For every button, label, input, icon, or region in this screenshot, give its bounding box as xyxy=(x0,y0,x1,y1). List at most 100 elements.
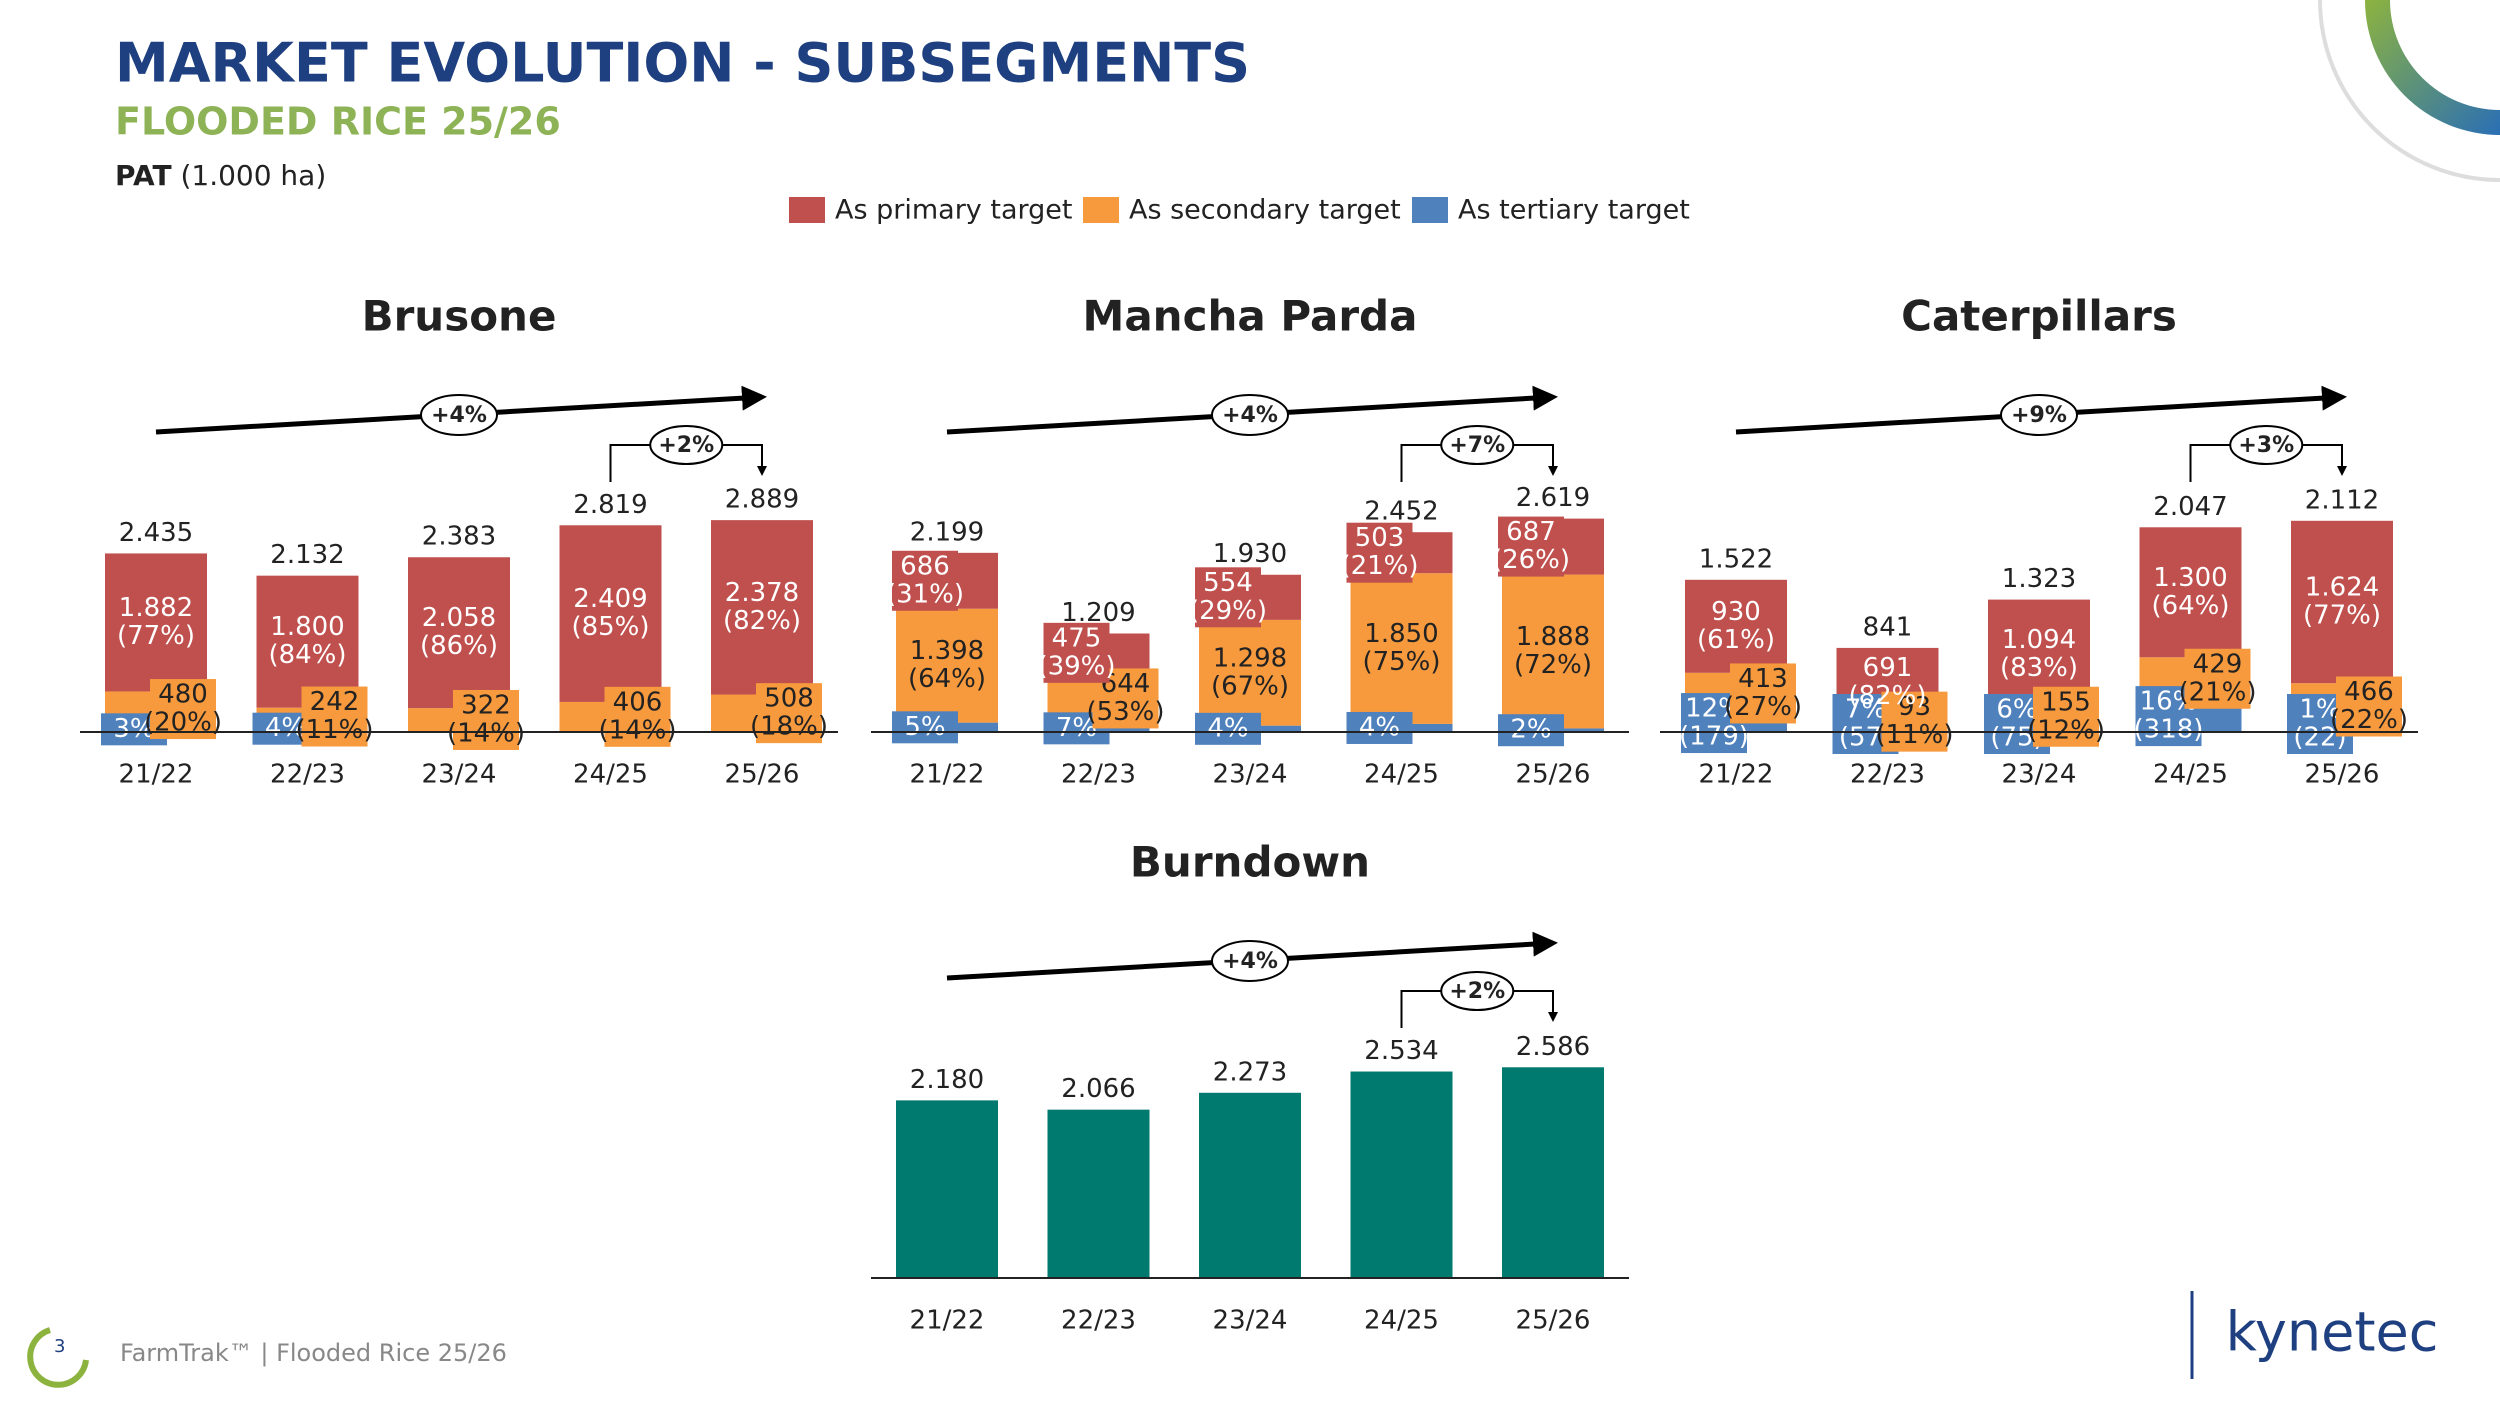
data-label: 2.409 xyxy=(573,584,647,614)
trend-label: +4% xyxy=(431,403,487,428)
data-label: (12%) xyxy=(2027,715,2105,745)
total-label: 2.452 xyxy=(1364,497,1438,527)
label-box xyxy=(1498,516,1564,577)
total-label: 841 xyxy=(1863,612,1913,642)
x-tick-label: 23/24 xyxy=(2002,760,2077,790)
bar-segment xyxy=(1199,619,1301,726)
data-label: 1% xyxy=(2299,695,2340,725)
data-label: (53%) xyxy=(1086,697,1164,727)
data-label: (11%) xyxy=(1875,720,1953,750)
label-box xyxy=(2033,686,2099,747)
bars xyxy=(896,1067,1604,1278)
chart-title: Mancha Parda xyxy=(1083,292,1418,341)
bar-segment xyxy=(559,525,662,702)
bar-segment xyxy=(711,520,813,695)
data-label: (14%) xyxy=(598,715,676,745)
data-label: (82%) xyxy=(1848,681,1926,711)
data-label: 5% xyxy=(904,712,945,742)
data-label: (21%) xyxy=(2178,677,2256,707)
data-label: (67%) xyxy=(1211,671,1289,701)
trend-label: +4% xyxy=(1222,949,1278,974)
data-label: (86%) xyxy=(420,631,498,661)
legend-label: As tertiary target xyxy=(1458,195,1690,226)
data-label: 429 xyxy=(2193,649,2243,679)
data-label: 1.298 xyxy=(1213,643,1287,673)
label-box xyxy=(150,679,216,740)
bar-segment xyxy=(1502,574,1604,729)
data-label: (77%) xyxy=(2303,601,2381,631)
x-tick-label: 21/22 xyxy=(910,1306,985,1336)
label-box xyxy=(1195,567,1261,628)
trend-badge xyxy=(420,394,498,436)
data-label: (318) xyxy=(2134,715,2204,745)
data-label: 691 xyxy=(1863,653,1913,683)
data-label: 4% xyxy=(1207,713,1248,743)
page-number: 3 xyxy=(54,1336,65,1357)
chart-title: Caterpillars xyxy=(1901,292,2177,341)
labels: 5%1.398(64%)686(31%)2.1997%644(53%)475(3… xyxy=(886,483,1592,747)
trend-label: +9% xyxy=(2011,403,2067,428)
data-label: (61%) xyxy=(1697,625,1775,655)
logo: kynetec xyxy=(2226,1301,2439,1364)
subtitle: FLOODED RICE 25/26 xyxy=(115,100,561,144)
bar-segment xyxy=(2291,520,2393,684)
legend: As primary target As secondary target As t… xyxy=(789,195,1690,226)
change-badge xyxy=(1440,425,1515,465)
data-label: 6% xyxy=(1996,695,2037,725)
trend-label: +4% xyxy=(1222,403,1278,428)
legend-swatch xyxy=(1412,197,1448,223)
data-label: 1.300 xyxy=(2153,563,2227,593)
labels: 3%480(20%) 1.882(77%) 2.435 4%242(11%) 1.800… xyxy=(101,485,828,750)
change-label: +7% xyxy=(1449,433,1505,458)
data-label: (64%) xyxy=(908,664,986,694)
data-label: (14%) xyxy=(447,718,525,748)
total-label: 1.930 xyxy=(1213,539,1287,569)
data-label: (29%) xyxy=(1189,596,1267,626)
data-label: 2.378 xyxy=(725,578,799,608)
bar-segment xyxy=(1350,573,1453,724)
footer-text: FarmTrak™ | Flooded Rice 25/26 xyxy=(120,1339,507,1367)
data-label: (26%) xyxy=(1492,545,1570,575)
x-tick-label: 21/22 xyxy=(910,760,985,790)
x-tick-label: 24/25 xyxy=(1364,760,1439,790)
data-label: (39%) xyxy=(1037,651,1115,681)
data-label: (21%) xyxy=(1340,551,1418,581)
data-label: 508 xyxy=(764,684,814,714)
x-tick-label: 22/23 xyxy=(270,760,345,790)
data-label: 1.882 xyxy=(119,593,193,623)
data-label: 7% xyxy=(1056,713,1097,743)
bar-segment xyxy=(1685,579,1787,673)
x-tick-label: 21/22 xyxy=(1699,760,1774,790)
data-label: 930 xyxy=(1711,597,1761,627)
x-tick-label: 23/24 xyxy=(1213,1306,1288,1336)
chart: Brusone 21/22 22/23 23/24 24/25 25/26 3%480(20… xyxy=(80,292,838,790)
legend-label: As secondary target xyxy=(1129,195,1401,226)
data-label: (18%) xyxy=(750,712,828,742)
data-label: 1.624 xyxy=(2305,573,2379,603)
data-label: 1.888 xyxy=(1516,622,1590,652)
label-box xyxy=(2336,676,2402,737)
x-tick-label: 25/26 xyxy=(1516,760,1591,790)
label-box xyxy=(453,689,519,750)
data-label: 1.094 xyxy=(2002,625,2076,655)
change-label: +3% xyxy=(2238,433,2294,458)
data-label: (31%) xyxy=(886,579,964,609)
label-box xyxy=(892,550,958,611)
change-badge xyxy=(1440,971,1515,1011)
data-label: (82%) xyxy=(723,606,801,636)
data-label: (85%) xyxy=(571,612,649,642)
label-box xyxy=(1195,712,1261,745)
data-label: (72%) xyxy=(1514,650,1592,680)
bar-segment xyxy=(2139,527,2242,658)
data-label: 687 xyxy=(1506,517,1556,547)
label-box xyxy=(1043,622,1110,683)
label-box xyxy=(1881,691,1948,752)
data-label: (64%) xyxy=(2151,591,2229,621)
trend-badge xyxy=(1211,940,1289,982)
chart-title: Brusone xyxy=(362,292,557,341)
total-label: 2.819 xyxy=(573,490,647,520)
data-label: 242 xyxy=(310,687,360,717)
data-label: 686 xyxy=(900,551,950,581)
total-label: 2.619 xyxy=(1516,483,1590,513)
